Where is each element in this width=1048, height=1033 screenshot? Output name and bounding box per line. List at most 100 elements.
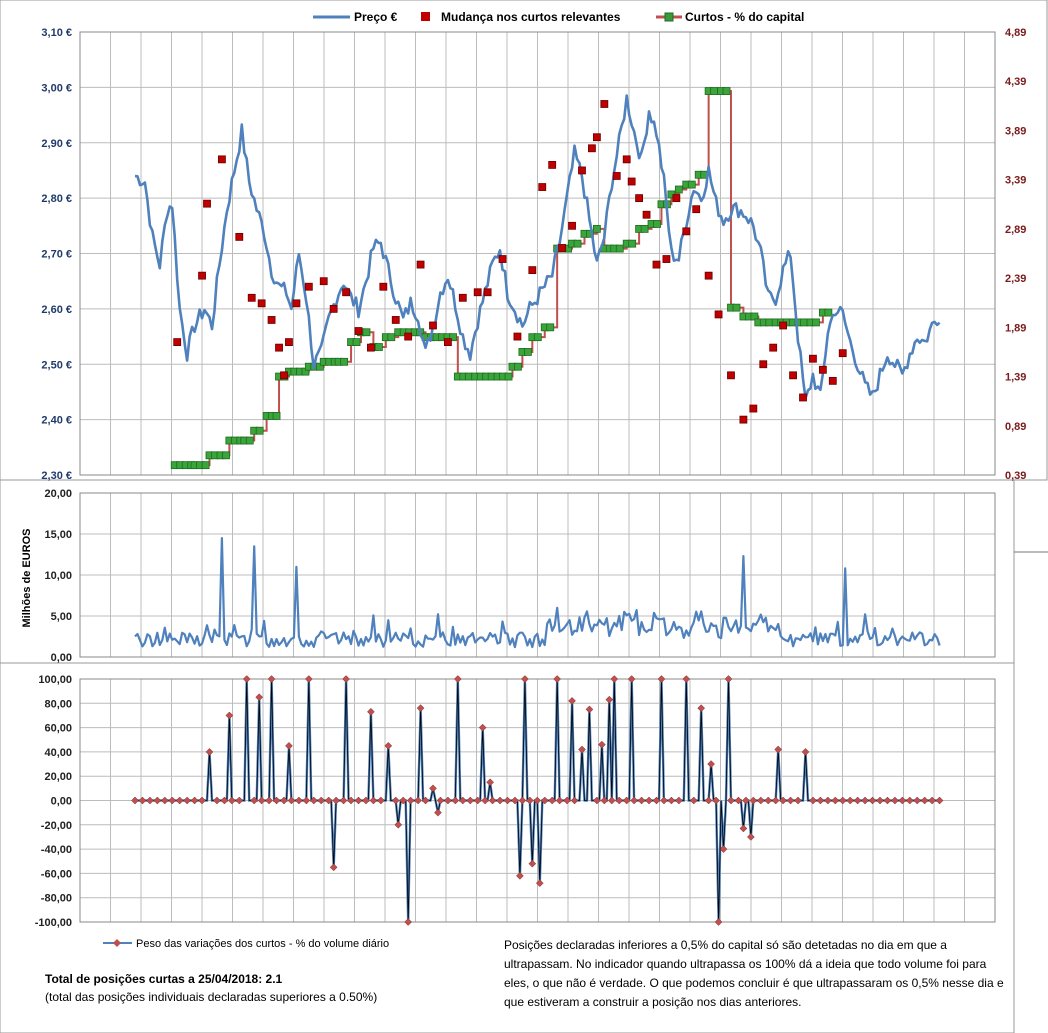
change-marker [682,227,691,236]
change-marker [828,376,837,385]
left-tick-label: 2,40 € [41,415,72,427]
shorts-marker [523,348,532,356]
plot-border [79,31,996,476]
weight-marker [384,741,393,750]
weight-marker [250,796,259,805]
weight-marker [414,796,422,805]
change-marker [257,299,266,308]
shorts-marker [615,244,624,253]
weight-marker [553,675,562,683]
weight-marker [518,796,527,805]
weight-marker [399,796,408,805]
weight-marker [391,796,400,805]
bottom-legend: Peso das variações dos curtos - % do vol… [103,938,389,950]
weight-marker [593,796,601,805]
shorts-marker [573,239,582,248]
change-marker [592,133,601,142]
weight-marker [727,796,735,805]
weight-marker [421,796,430,805]
shorts-marker [546,323,555,332]
weight-marker [339,796,348,805]
change-marker [280,371,288,380]
weight-marker [131,796,139,805]
weight-marker [622,796,631,805]
right-tick-label: 2,89 [1005,224,1026,236]
weight-marker [168,796,177,805]
change-marker [473,288,482,297]
weight-marker [920,796,929,805]
weight-marker [285,741,293,750]
shorts-marker [640,224,649,233]
shorts-marker [653,220,661,228]
weight-marker [362,796,370,805]
change-marker [799,393,807,402]
weight-marker [548,796,557,805]
weight-marker [667,796,676,805]
weight-tick-label: -40,00 [41,844,72,856]
weight-marker [779,796,787,805]
weight-marker [704,796,713,805]
weight-marker [309,796,318,805]
weight-marker [719,845,728,853]
weight-marker [913,796,922,805]
weight-marker [525,796,534,805]
change-marker [779,321,788,330]
change-marker [429,321,437,330]
change-marker [235,232,244,241]
legend-price-label: Preço € [354,10,398,24]
weight-marker [369,796,378,805]
legend-change-swatch [421,12,430,21]
weight-marker [742,796,750,805]
weight-marker [394,820,403,829]
plot-border [79,492,996,658]
weight-marker [607,796,616,805]
plot-border [79,678,996,923]
weight-tick-label: 100,00 [38,674,72,686]
shorts-series [170,87,833,470]
weight-tick-label: -20,00 [41,820,72,832]
change-marker [672,194,681,203]
volume-tick-label: 15,00 [44,529,72,541]
weight-marker [801,748,810,756]
change-markers [173,100,847,424]
change-marker [218,155,226,164]
weight-marker [198,796,206,805]
weight-marker [347,796,355,805]
weight-tick-label: 0,00 [51,796,72,808]
left-tick-label: 2,60 € [41,304,72,316]
change-marker [203,199,211,208]
weight-marker [831,796,840,805]
change-marker [588,144,596,153]
weight-marker [458,796,467,805]
change-marker [769,343,778,352]
left-tick-label: 2,30 € [41,470,72,482]
change-marker [818,365,827,374]
shorts-marker [586,229,594,238]
volume-axis: 20,00 15,00 10,00 5,00 0,00 [44,488,72,664]
weight-marker [853,796,862,805]
weight-marker [516,871,524,880]
weight-marker [287,796,296,805]
weight-marker [444,796,452,805]
weight-marker [540,796,549,805]
change-marker [513,332,522,341]
left-tick-label: 2,50 € [41,359,72,371]
legend-shorts-swatch [664,12,674,22]
shorts-marker [800,318,808,327]
weight-marker [756,796,765,805]
weight-marker [570,796,579,805]
shorts-marker [362,328,371,337]
shorts-marker [222,451,230,460]
weight-marker [600,796,609,805]
top-legend: Preço € Mudança nos curtos relevantes Cu… [313,10,804,24]
weight-marker [453,675,462,683]
change-marker [642,210,651,219]
weight-marker [627,675,636,683]
weight-tick-label: -60,00 [41,868,72,880]
change-marker [652,260,661,269]
shorts-marker [340,357,349,366]
weight-marker [739,824,748,833]
weight-marker [404,918,413,926]
weight-marker [496,796,504,805]
volume-tick-label: 0,00 [51,652,72,664]
